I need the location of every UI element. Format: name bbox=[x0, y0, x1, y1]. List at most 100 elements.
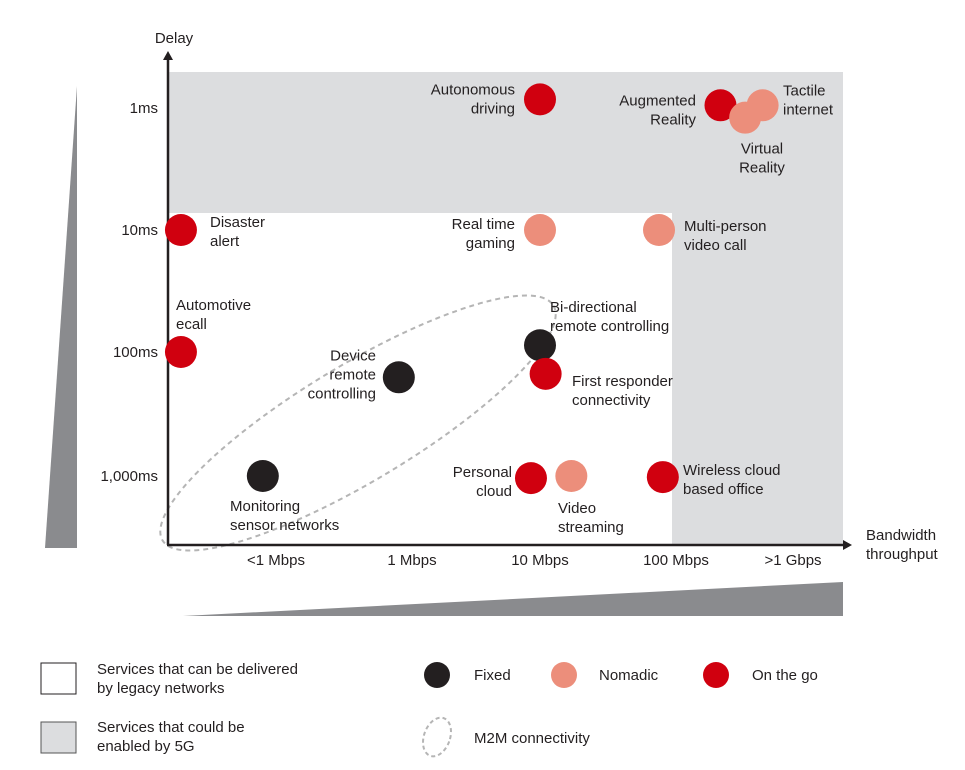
data-point-label: Multi-person video call bbox=[684, 218, 767, 254]
legend-on-the-go-marker bbox=[703, 662, 729, 688]
y-tick-label-line: 10ms bbox=[121, 222, 158, 239]
legend-nomadic-label: Nomadic bbox=[599, 667, 659, 684]
x-tick-label-line: 10 Mbps bbox=[511, 552, 569, 569]
y-tick-label: 10ms bbox=[121, 222, 158, 239]
legend-legacy-swatch bbox=[40, 662, 77, 695]
data-point-label-line: First responder bbox=[572, 373, 673, 390]
data-point-label: Autonomous driving bbox=[431, 81, 515, 117]
data-point-on-the-go bbox=[164, 336, 197, 368]
data-point-label-line: Autonomous bbox=[431, 81, 515, 98]
legend-legacy-label: Services that can be delivered by legacy … bbox=[97, 661, 298, 697]
data-point-label-line: streaming bbox=[558, 519, 624, 536]
data-point-on-the-go bbox=[524, 83, 556, 116]
x-tick-label: >1 Gbps bbox=[764, 552, 821, 569]
data-point-label-line: controlling bbox=[308, 385, 376, 402]
x-axis-title: Bandwidth throughput bbox=[866, 527, 939, 563]
data-point-label: Bi-directional remote controlling bbox=[550, 299, 669, 335]
legend-nomadic-label-line: Nomadic bbox=[599, 667, 659, 684]
data-point-on-the-go bbox=[529, 357, 562, 390]
data-point-label-line: ecall bbox=[176, 316, 207, 333]
data-point-label-line: Personal bbox=[453, 464, 512, 481]
legend-5g-label-line: Services that could be bbox=[97, 719, 245, 736]
data-point-label-line: driving bbox=[471, 100, 515, 117]
y-axis-title: Delay bbox=[155, 30, 194, 47]
data-point-label-line: Reality bbox=[739, 160, 785, 177]
data-point-label-line: video call bbox=[684, 237, 747, 254]
y-tick-label: 1,000ms bbox=[100, 468, 158, 485]
data-point-fixed bbox=[382, 361, 415, 394]
x-axis-title-line: Bandwidth bbox=[866, 527, 936, 544]
data-point-label-line: Device bbox=[330, 347, 376, 364]
x-tick-label: 100 Mbps bbox=[643, 552, 709, 569]
data-point-label-line: Monitoring bbox=[230, 498, 300, 515]
data-point-nomadic bbox=[729, 101, 762, 134]
data-point-label: Video streaming bbox=[558, 500, 624, 536]
y-tick-label-line: 1ms bbox=[130, 100, 158, 117]
m2m-ellipse bbox=[159, 294, 557, 552]
data-point-label-line: Wireless cloud bbox=[683, 462, 781, 479]
data-point-label-line: Augmented bbox=[619, 92, 696, 109]
legend-m2m-label-line: M2M connectivity bbox=[474, 730, 590, 747]
data-point-label-line: sensor networks bbox=[230, 517, 339, 534]
legend-m2m-label: M2M connectivity bbox=[474, 730, 590, 747]
legend-nomadic-marker bbox=[551, 662, 577, 688]
data-point-nomadic bbox=[643, 214, 676, 246]
data-point-label-line: cloud bbox=[476, 483, 512, 500]
data-point-on-the-go bbox=[704, 89, 737, 122]
y-axis-title-line: Delay bbox=[155, 30, 194, 47]
legend-5g-swatch bbox=[40, 721, 77, 754]
delay-wedge bbox=[45, 86, 77, 548]
y-axis-arrow bbox=[163, 51, 173, 60]
x-tick-label: 1 Mbps bbox=[387, 552, 436, 569]
data-point-label: Monitoring sensor networks bbox=[230, 498, 339, 534]
data-point-label-line: Disaster bbox=[210, 214, 265, 231]
data-point-label: Augmented Reality bbox=[619, 92, 696, 128]
data-point-label: Disaster alert bbox=[210, 214, 265, 250]
data-point-label-line: gaming bbox=[466, 235, 515, 252]
x-tick-label: <1 Mbps bbox=[247, 552, 305, 569]
data-point-label: Device remote controlling bbox=[308, 347, 376, 402]
data-point-fixed bbox=[246, 460, 279, 492]
x-tick-label-line: 1 Mbps bbox=[387, 552, 436, 569]
5g-region-high-bandwidth bbox=[672, 213, 843, 545]
data-point-label: Virtual Reality bbox=[739, 141, 785, 177]
legend-m2m-marker bbox=[421, 716, 453, 758]
data-point-label: Tactile internet bbox=[783, 82, 834, 118]
data-point-nomadic bbox=[524, 214, 556, 246]
legend-on-the-go-label: On the go bbox=[752, 667, 818, 684]
data-point-label-line: Video bbox=[558, 500, 596, 517]
data-point-label-line: remote bbox=[329, 366, 376, 383]
x-tick-label-line: >1 Gbps bbox=[764, 552, 821, 569]
legend-5g-label-line: enabled by 5G bbox=[97, 738, 195, 755]
y-tick-label-line: 100ms bbox=[113, 344, 158, 361]
x-tick-label-line: 100 Mbps bbox=[643, 552, 709, 569]
data-point-label: Personal cloud bbox=[453, 464, 512, 500]
x-tick-label: 10 Mbps bbox=[511, 552, 569, 569]
data-point-label: Automotive ecall bbox=[176, 297, 251, 333]
data-point-label-line: Automotive bbox=[176, 297, 251, 314]
legend-legacy-label-line: by legacy networks bbox=[97, 680, 225, 697]
legend-legacy-label-line: Services that can be delivered bbox=[97, 661, 298, 678]
data-point-label-line: alert bbox=[210, 233, 240, 250]
y-tick-label-line: 1,000ms bbox=[100, 468, 158, 485]
data-point-label: Real time gaming bbox=[452, 216, 515, 252]
data-point-label-line: Multi-person bbox=[684, 218, 767, 235]
bandwidth-wedge bbox=[183, 582, 843, 616]
x-tick-label-line: <1 Mbps bbox=[247, 552, 305, 569]
data-point-nomadic bbox=[555, 460, 588, 492]
legend-5g-label: Services that could be enabled by 5G bbox=[97, 719, 245, 755]
data-point-on-the-go bbox=[514, 462, 547, 495]
legend-fixed-marker bbox=[424, 662, 450, 688]
legend-fixed-label-line: Fixed bbox=[474, 667, 511, 684]
data-point-label: First responder connectivity bbox=[572, 373, 673, 409]
data-point-on-the-go bbox=[646, 461, 679, 494]
data-point-fixed bbox=[524, 329, 556, 362]
data-point-label-line: connectivity bbox=[572, 392, 651, 409]
data-point-label-line: Virtual bbox=[741, 141, 783, 158]
data-point-label-line: remote controlling bbox=[550, 318, 669, 335]
data-point-label-line: based office bbox=[683, 481, 764, 498]
legend-on-the-go-label-line: On the go bbox=[752, 667, 818, 684]
y-tick-label: 100ms bbox=[113, 344, 158, 361]
data-point-label-line: Reality bbox=[650, 111, 696, 128]
